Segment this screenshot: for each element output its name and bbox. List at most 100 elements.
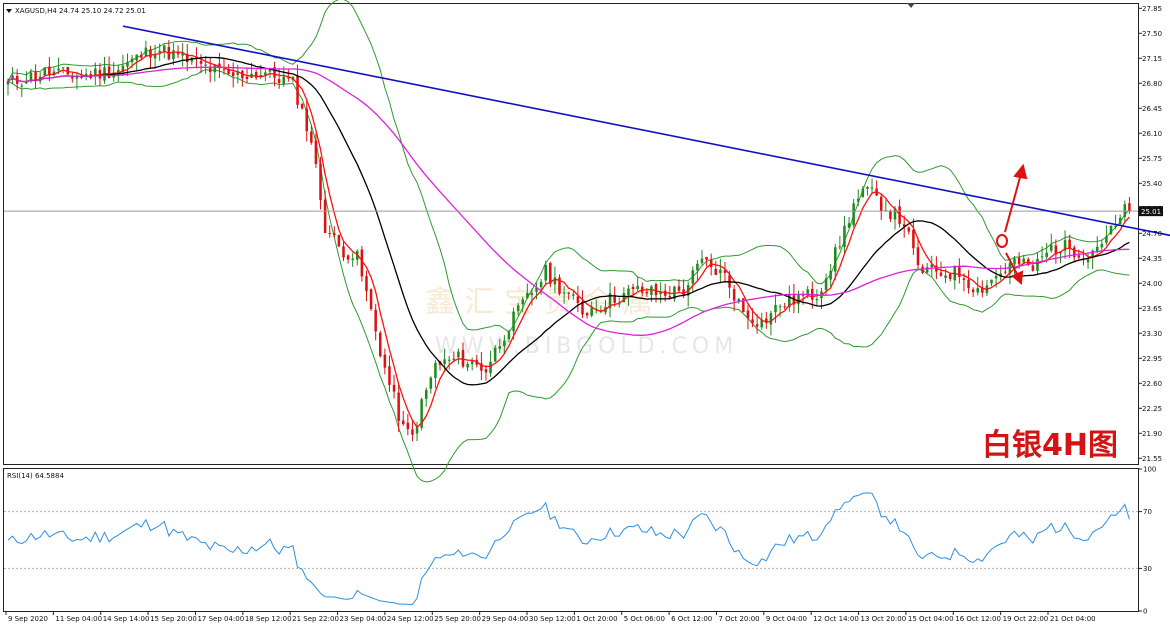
candle-body — [944, 275, 947, 278]
candle-body — [84, 73, 88, 76]
candle-body — [636, 285, 639, 289]
candle-body — [29, 72, 33, 82]
candle-body — [66, 67, 70, 75]
candle-body — [498, 346, 502, 349]
lower-band — [7, 69, 1130, 483]
resistance-trendline[interactable] — [122, 25, 1170, 238]
forecast-arrows — [996, 163, 1028, 286]
candle-body — [1086, 259, 1090, 263]
price-tick-label: 23.65 — [1142, 305, 1162, 313]
price-tick-label: 22.25 — [1142, 405, 1162, 413]
bollinger-bands — [7, 0, 1130, 483]
candle-body — [719, 269, 722, 274]
candle-body — [774, 305, 777, 313]
candle-body — [838, 246, 842, 248]
candle-body — [861, 188, 865, 198]
time-tick-label: 18 Sep 12:00 — [245, 615, 292, 623]
candle-body — [581, 301, 584, 315]
candle-body — [608, 293, 612, 309]
candle-body — [222, 69, 226, 71]
candle-body — [939, 272, 943, 276]
candle-body — [310, 131, 313, 143]
candle-body — [921, 266, 924, 273]
moving-average-60 — [7, 66, 1130, 336]
candle-body — [452, 358, 456, 360]
rsi-panel-frame — [3, 468, 1139, 612]
candle-body — [176, 51, 180, 55]
candle-body — [470, 361, 474, 365]
candle-body — [1091, 250, 1094, 258]
rsi-tick-label: 30 — [1143, 565, 1152, 573]
candle-body — [323, 199, 327, 233]
candle-body — [181, 52, 184, 56]
price-axis: 27.85 27.50 27.15 26.80 26.45 26.10 25.75 25.40… — [1138, 5, 1163, 463]
candles — [6, 40, 1131, 442]
candle-body — [1036, 258, 1039, 271]
candle-body — [516, 305, 520, 312]
candle-body — [374, 309, 377, 332]
candle-body — [526, 292, 529, 298]
candle-body — [723, 269, 727, 274]
candle-body — [1050, 244, 1053, 251]
candle-body — [227, 69, 230, 74]
candle-body — [314, 140, 318, 164]
time-tick-label: 19 Oct 22:00 — [1003, 615, 1049, 623]
candle-body — [535, 287, 538, 292]
candle-body — [1118, 217, 1122, 224]
dropdown-triangle-icon[interactable] — [6, 9, 12, 13]
candle-body — [902, 224, 906, 227]
upper-band — [7, 0, 1130, 334]
candle-body — [388, 366, 391, 385]
candle-body — [585, 313, 589, 316]
price-tick-label: 27.50 — [1142, 30, 1162, 38]
symbol-info: XAGUSD,H4 24.74 25.10 24.72 25.01 — [15, 7, 146, 15]
price-tick-label: 25.40 — [1142, 180, 1162, 188]
candle-body — [682, 289, 685, 296]
candle-body — [296, 75, 299, 105]
time-tick-label: 14 Sep 14:00 — [103, 615, 150, 623]
candle-body — [714, 268, 718, 275]
candle-body — [916, 247, 920, 266]
candle-body — [797, 294, 800, 305]
candle-body — [654, 284, 658, 296]
candle-body — [351, 258, 354, 260]
candle-body — [126, 62, 129, 67]
candle-body — [1077, 255, 1081, 258]
candle-body — [1114, 225, 1117, 228]
arrow-down-head-icon — [1011, 270, 1024, 286]
candle-body — [273, 67, 276, 78]
candle-body — [650, 286, 653, 295]
time-tick-label: 23 Sep 04:00 — [340, 615, 387, 623]
candle-body — [319, 163, 322, 201]
candle-body — [530, 293, 534, 295]
candle-body — [1095, 246, 1099, 252]
candle-body — [778, 306, 782, 308]
candle-body — [130, 58, 134, 63]
candle-body — [236, 71, 240, 75]
candle-body — [117, 69, 120, 74]
time-tick-label: 24 Sep 12:00 — [387, 615, 434, 623]
time-tick-label: 15 Sep 20:00 — [150, 615, 197, 623]
time-tick-label: 13 Oct 20:00 — [861, 615, 907, 623]
candle-body — [268, 68, 272, 72]
candle-body — [360, 249, 364, 277]
candle-body — [663, 290, 667, 296]
candle-body — [1017, 257, 1021, 265]
candle-body — [1008, 263, 1012, 274]
time-tick-label: 9 Oct 04:00 — [766, 615, 807, 623]
candle-body — [75, 76, 79, 79]
candle-body — [80, 77, 83, 79]
candle-body — [700, 258, 704, 264]
candle-body — [852, 203, 855, 226]
candle-body — [801, 294, 805, 296]
candle-body — [659, 291, 662, 295]
candle-body — [98, 69, 102, 79]
candle-body — [461, 349, 465, 367]
current-price-label: 25.01 — [1141, 208, 1161, 216]
candle-body — [213, 64, 217, 73]
scroll-marker-icon[interactable] — [907, 3, 915, 8]
chart-title: 白银4H图 — [982, 428, 1118, 463]
candle-body — [480, 363, 483, 371]
moving-average-20 — [7, 56, 1130, 386]
